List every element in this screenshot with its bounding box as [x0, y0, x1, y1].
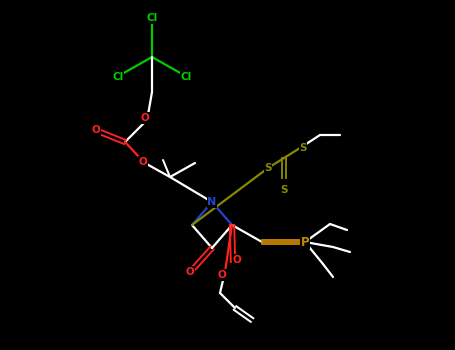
- Text: Cl: Cl: [112, 72, 124, 82]
- Text: N: N: [207, 197, 217, 207]
- Text: P: P: [301, 236, 309, 248]
- Text: Cl: Cl: [180, 72, 192, 82]
- Text: O: O: [141, 113, 149, 123]
- Text: S: S: [264, 163, 272, 173]
- Text: O: O: [91, 125, 101, 135]
- Text: S: S: [299, 143, 307, 153]
- Text: O: O: [233, 255, 241, 265]
- Text: O: O: [217, 270, 227, 280]
- Text: Cl: Cl: [147, 13, 157, 23]
- Text: S: S: [280, 185, 288, 195]
- Text: O: O: [139, 157, 147, 167]
- Text: O: O: [186, 267, 194, 277]
